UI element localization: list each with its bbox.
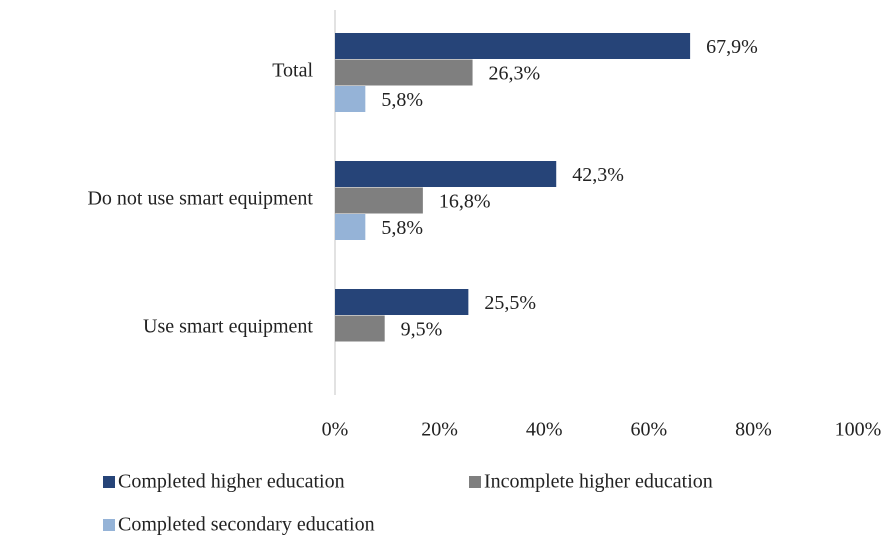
legend-label: Incomplete higher education [484, 471, 713, 493]
bar [335, 214, 366, 240]
value-label: 42,3% [572, 164, 624, 186]
bar [335, 86, 366, 112]
value-label: 16,8% [439, 190, 491, 212]
x-tick-label: 0% [322, 419, 349, 441]
legend-swatch [469, 476, 481, 488]
bar [335, 315, 385, 342]
x-tick-label: 20% [421, 419, 458, 441]
x-tick-label: 40% [526, 419, 563, 441]
legend-label: Completed higher education [118, 471, 345, 493]
legend-swatch [103, 519, 115, 531]
x-tick-label: 100% [835, 419, 882, 441]
bar [335, 59, 473, 86]
bar [335, 33, 691, 59]
legend-swatch [103, 476, 115, 488]
y-tick-label: Do not use smart equipment [87, 187, 313, 209]
value-label: 67,9% [706, 36, 758, 58]
value-label: 25,5% [484, 292, 536, 314]
x-tick-label: 60% [630, 419, 667, 441]
x-tick-label: 80% [735, 419, 772, 441]
y-tick-label: Use smart equipment [143, 315, 313, 337]
legend-label: Completed secondary education [118, 514, 375, 536]
value-label: 5,8% [381, 217, 423, 239]
value-label: 9,5% [401, 318, 443, 340]
value-label: 5,8% [381, 89, 423, 111]
y-tick-label: Total [272, 59, 313, 81]
value-label: 26,3% [489, 62, 541, 84]
bar [335, 161, 557, 187]
bar [335, 187, 423, 214]
bar [335, 289, 469, 315]
